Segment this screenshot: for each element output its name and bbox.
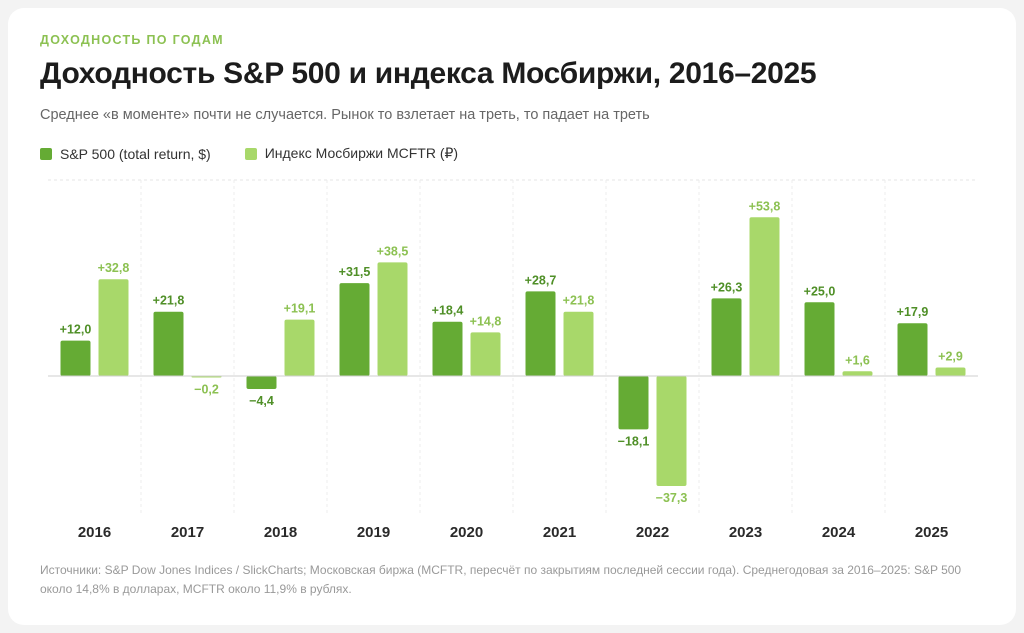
bar-mcftr-2022 [656, 376, 687, 487]
source-note: Источники: S&P Dow Jones Indices / Slick… [40, 563, 962, 596]
label-sp500-2024: +25,0 [804, 284, 836, 298]
bar-mcftr-2016 [98, 279, 129, 376]
bar-mcftr-2024 [842, 371, 873, 376]
bar-mcftr-2025 [935, 367, 966, 376]
chart-subtitle: Среднее «в моменте» почти не случается. … [40, 107, 650, 123]
bar-sp500-2017 [153, 311, 184, 376]
x-tick-label-2017: 2017 [171, 524, 204, 541]
label-sp500-2020: +18,4 [432, 304, 464, 318]
legend-item-mcftr: Индекс Мосбиржи MCFTR (₽) [244, 145, 459, 162]
bar-sp500-2016 [60, 340, 91, 376]
bar-mcftr-2019 [377, 262, 408, 376]
bar-mcftr-2021 [563, 311, 594, 376]
label-mcftr-2025: +2,9 [938, 349, 963, 363]
x-tick-label-2021: 2021 [543, 524, 576, 541]
bar-mcftr-2023 [749, 217, 780, 376]
legend-label-mcftr: Индекс Мосбиржи MCFTR (₽) [264, 145, 459, 161]
bar-mcftr-2018 [284, 319, 315, 376]
label-mcftr-2022: −37,3 [656, 491, 688, 505]
bar-sp500-2024 [804, 302, 835, 376]
x-tick-label-2024: 2024 [822, 524, 856, 541]
x-tick-label-2018: 2018 [264, 524, 297, 541]
legend-swatch-mcftr [244, 147, 257, 160]
label-sp500-2021: +28,7 [525, 273, 557, 287]
x-tick-label-2016: 2016 [78, 524, 111, 541]
label-mcftr-2017: −0,2 [194, 383, 219, 397]
x-tick-label-2022: 2022 [636, 524, 669, 541]
legend-item-sp500: S&P 500 (total return, $) [40, 145, 211, 162]
bar-sp500-2019 [339, 283, 370, 376]
x-tick-label-2019: 2019 [357, 524, 390, 541]
eyebrow-label: ДОХОДНОСТЬ ПО ГОДАМ [40, 33, 224, 47]
label-mcftr-2024: +1,6 [845, 353, 870, 367]
legend: S&P 500 (total return, $) Индекс Мосбирж… [40, 145, 458, 162]
label-sp500-2023: +26,3 [711, 280, 743, 294]
label-sp500-2025: +17,9 [897, 305, 929, 319]
label-mcftr-2021: +21,8 [563, 294, 595, 308]
label-mcftr-2023: +53,8 [749, 199, 781, 213]
legend-label-sp500: S&P 500 (total return, $) [60, 145, 211, 162]
legend-swatch-sp500 [40, 147, 52, 160]
label-sp500-2018: −4,4 [249, 394, 274, 408]
bar-sp500-2025 [897, 323, 928, 376]
bar-mcftr-2020 [470, 332, 501, 376]
bar-sp500-2023 [711, 298, 742, 376]
label-sp500-2017: +21,8 [153, 294, 185, 308]
bar-sp500-2022 [618, 376, 649, 430]
bar-sp500-2020 [432, 321, 463, 376]
label-sp500-2016: +12,0 [60, 323, 92, 337]
chart-title: Доходность S&P 500 и индекса Мосбиржи, 2… [40, 57, 817, 90]
x-tick-label-2025: 2025 [915, 524, 948, 541]
bar-sp500-2018 [246, 376, 277, 389]
label-sp500-2022: −18,1 [618, 434, 650, 448]
label-sp500-2019: +31,5 [339, 265, 371, 279]
label-mcftr-2019: +38,5 [377, 244, 409, 258]
label-mcftr-2016: +32,8 [98, 261, 130, 275]
x-tick-label-2023: 2023 [729, 524, 762, 541]
x-tick-label-2020: 2020 [450, 524, 483, 541]
label-mcftr-2020: +14,8 [470, 314, 502, 328]
bar-sp500-2021 [525, 291, 556, 376]
label-mcftr-2018: +19,1 [284, 302, 316, 316]
